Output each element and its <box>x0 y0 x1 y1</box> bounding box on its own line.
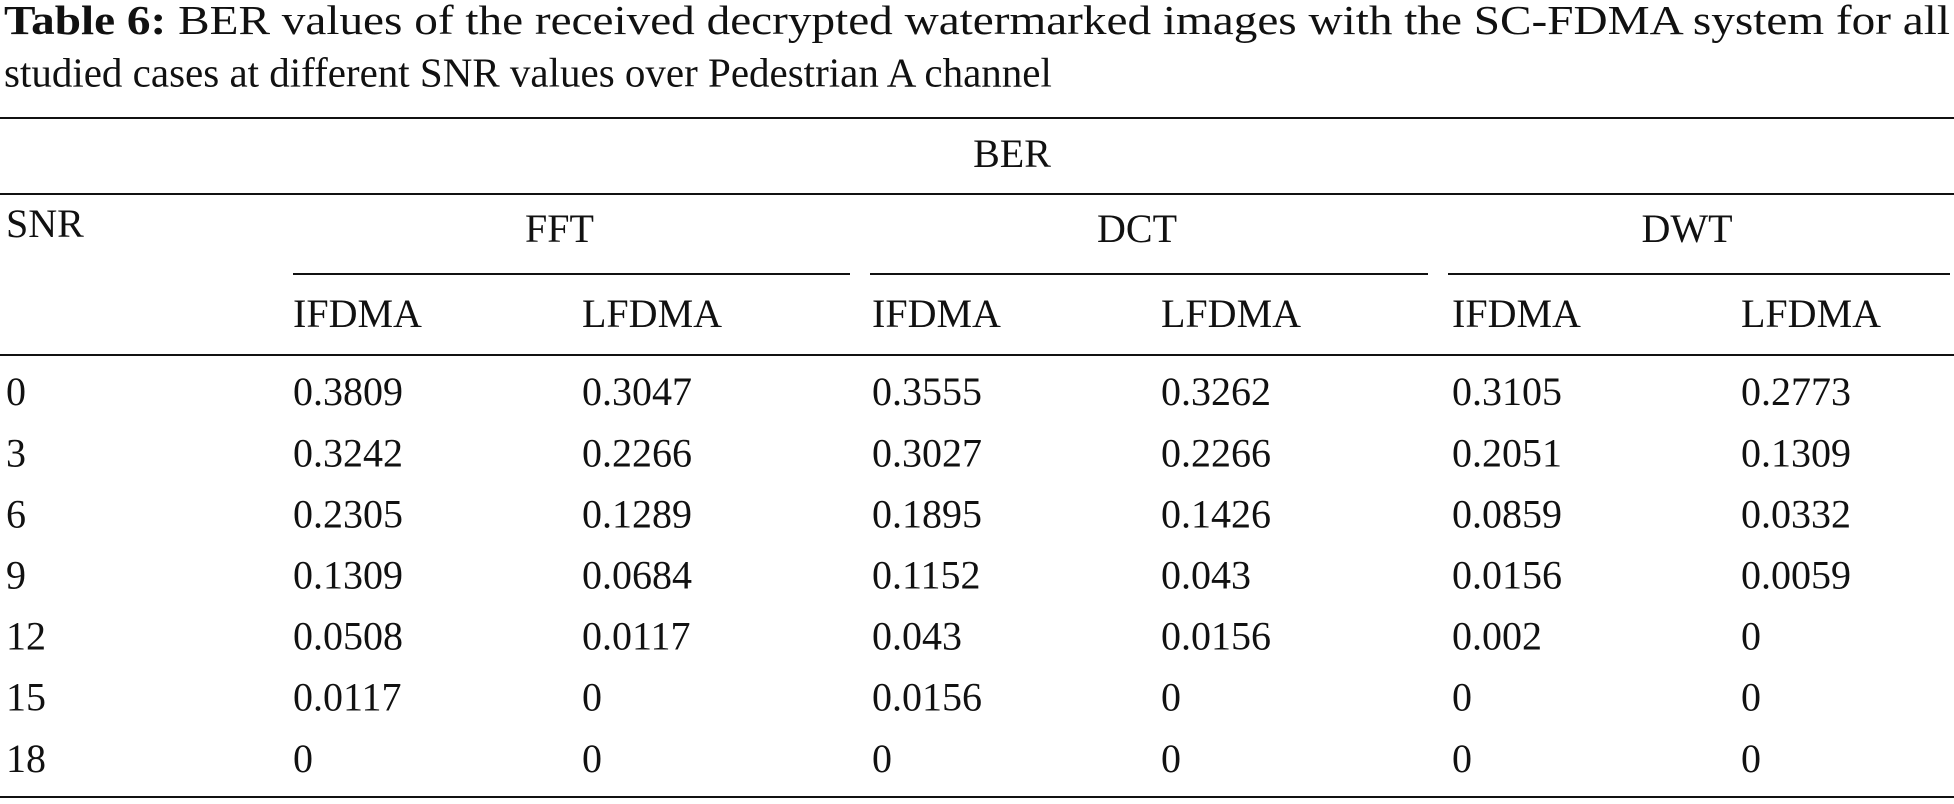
row-label: 12 <box>6 614 46 659</box>
column-header: IFDMA <box>293 291 422 336</box>
cell: 0 <box>1161 675 1181 720</box>
row-header: SNR <box>6 201 84 246</box>
cell: 0 <box>1741 675 1761 720</box>
caption-line: Table 6: BER values of the received decr… <box>4 0 1950 43</box>
cell: 0.3262 <box>1161 369 1271 414</box>
cell: 0.2305 <box>293 491 403 536</box>
cell: 0 <box>1452 675 1472 720</box>
caption-label: Table 6: <box>4 0 166 43</box>
cell: 0.0156 <box>872 675 982 720</box>
group-header: DCT <box>1097 206 1177 251</box>
row-label: 15 <box>6 675 46 720</box>
cell: 0.0684 <box>582 552 692 597</box>
column-header: IFDMA <box>872 291 1001 336</box>
cell: 0.3809 <box>293 369 403 414</box>
cell: 0.043 <box>872 614 962 659</box>
caption-line: studied cases at different SNR values ov… <box>4 49 1052 95</box>
cell: 0.0859 <box>1452 491 1562 536</box>
cell: 0.002 <box>1452 614 1542 659</box>
cell: 0.3555 <box>872 369 982 414</box>
cell: 0.2266 <box>1161 430 1271 475</box>
cell: 0.0117 <box>582 614 691 659</box>
cell: 0.0332 <box>1741 491 1851 536</box>
row-label: 18 <box>6 736 46 781</box>
group-header: DWT <box>1641 206 1732 251</box>
cell: 0.1309 <box>293 552 403 597</box>
row-label: 3 <box>6 430 26 475</box>
cell: 0.3105 <box>1452 369 1562 414</box>
row-label: 6 <box>6 491 26 536</box>
cell: 0.1426 <box>1161 491 1271 536</box>
cell: 0.2051 <box>1452 430 1562 475</box>
column-header: IFDMA <box>1452 291 1581 336</box>
cell: 0.0059 <box>1741 552 1851 597</box>
cell: 0.0117 <box>293 675 402 720</box>
cell: 0 <box>1161 736 1181 781</box>
cell: 0.1289 <box>582 491 692 536</box>
cell: 0 <box>1741 736 1761 781</box>
cell: 0.2773 <box>1741 369 1851 414</box>
cell: 0.2266 <box>582 430 692 475</box>
cell: 0 <box>293 736 313 781</box>
row-label: 0 <box>6 369 26 414</box>
cell: 0 <box>582 675 602 720</box>
column-header: LFDMA <box>1741 291 1881 336</box>
super-header: BER <box>973 131 1051 176</box>
cell: 0.1895 <box>872 491 982 536</box>
cell: 0.3027 <box>872 430 982 475</box>
column-header: LFDMA <box>1161 291 1301 336</box>
cell: 0.0508 <box>293 614 403 659</box>
group-header: FFT <box>525 206 594 251</box>
cell: 0.1309 <box>1741 430 1851 475</box>
cell: 0 <box>872 736 892 781</box>
cell: 0 <box>1741 614 1761 659</box>
cell: 0.043 <box>1161 552 1251 597</box>
cell: 0 <box>1452 736 1472 781</box>
cell: 0 <box>582 736 602 781</box>
caption-text: BER values of the received decrypted wat… <box>178 0 1950 43</box>
cell: 0.3047 <box>582 369 692 414</box>
cell: 0.1152 <box>872 552 981 597</box>
column-header: LFDMA <box>582 291 722 336</box>
cell: 0.0156 <box>1161 614 1271 659</box>
row-label: 9 <box>6 552 26 597</box>
cell: 0.3242 <box>293 430 403 475</box>
cell: 0.0156 <box>1452 552 1562 597</box>
